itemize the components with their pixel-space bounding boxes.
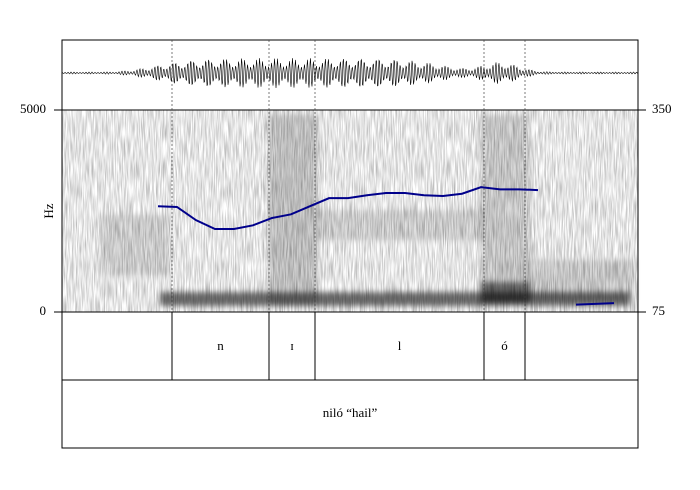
y2-tick-label: 350 [652,101,672,116]
y-tick-label: 0 [40,303,47,318]
spectrogram [62,110,638,312]
word-label: niló “hail” [323,405,378,420]
segment-label: ɪ [290,338,294,353]
segment-label: n [217,338,224,353]
y-tick-label: 5000 [20,101,46,116]
frame [61,39,639,449]
segment-label: l [398,338,402,353]
y-axis-label: Hz [41,203,56,218]
segment-label: ó [501,338,508,353]
pitch-track [157,186,539,230]
y2-tick-label: 75 [652,303,665,318]
pitch-track [575,302,615,306]
waveform [61,58,639,89]
